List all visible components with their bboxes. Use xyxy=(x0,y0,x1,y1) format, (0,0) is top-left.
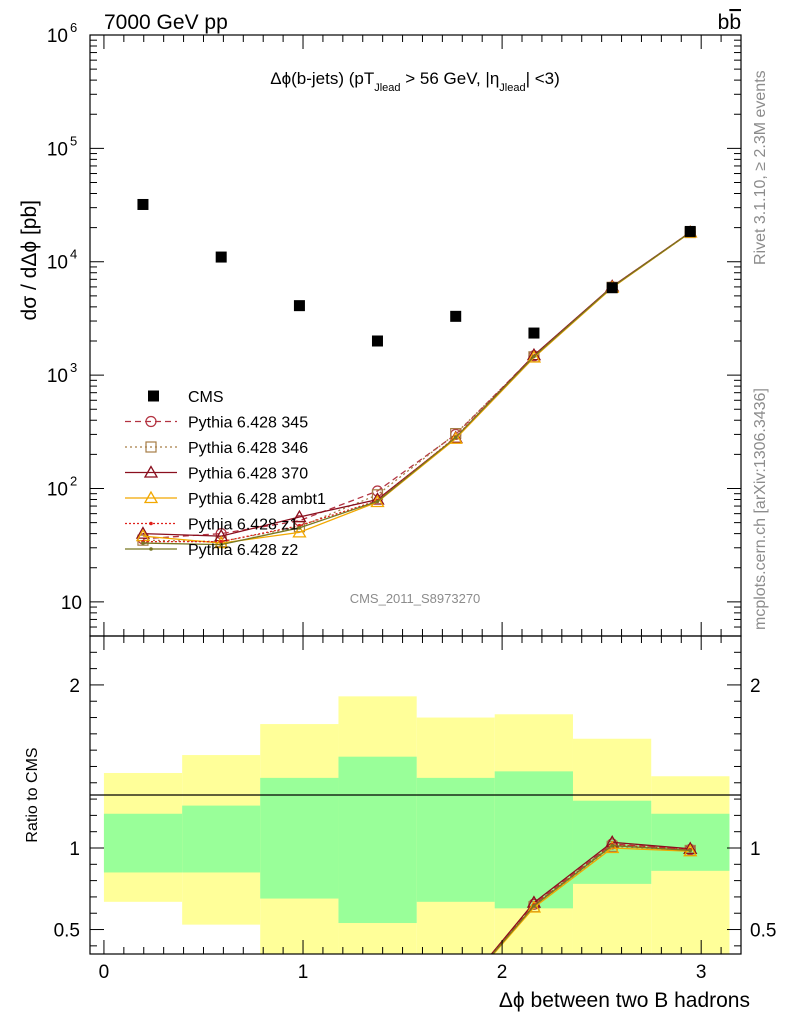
ratio-axis-ticks: 0.5 0.5 1 1 2 2 0 1 2 3 xyxy=(54,636,776,983)
mc-series-marker-5 xyxy=(141,541,145,545)
mc-series-marker-5 xyxy=(297,526,302,530)
cms-data-point xyxy=(293,300,305,312)
y-tick-exponent: 2 xyxy=(70,473,77,488)
mc-series-marker-2 xyxy=(135,526,151,539)
ratio-y-tick-label-right: 0.5 xyxy=(750,921,776,942)
green-band-bin xyxy=(494,771,573,909)
energy-label: 7000 GeV pp xyxy=(104,11,228,34)
ratio-series-group xyxy=(490,834,698,954)
y-tick-label: 10 xyxy=(47,26,68,47)
y-tick-exponent: 5 xyxy=(70,133,77,148)
green-band-bin xyxy=(338,756,417,924)
y-tick-exponent: 3 xyxy=(70,360,77,375)
ratio-series-marker-2 xyxy=(683,841,698,854)
ratio-y-tick-label-right: 2 xyxy=(750,676,761,697)
ratio-series-line-3 xyxy=(492,847,691,954)
ratio-y-tick-label: 1 xyxy=(69,839,80,860)
legend-label-5: Pythia 6.428 z2 xyxy=(188,542,298,559)
ratio-series-marker-5 xyxy=(532,904,536,908)
ratio-y-tick-label: 2 xyxy=(69,676,80,697)
ratio-panel: 0.5 0.5 1 1 2 2 0 1 2 3 Ratio to CMS Δϕ between t… xyxy=(24,635,776,1012)
ratio-ylabel: Ratio to CMS xyxy=(24,747,41,842)
cms-data-point xyxy=(450,310,462,322)
y-tick-label: 10 xyxy=(47,479,68,500)
green-band-bin xyxy=(103,813,183,873)
y-tick-exponent: 6 xyxy=(70,20,77,35)
y-tick-exponent: 4 xyxy=(70,247,77,262)
mcplots-label: mcplots.cern.ch [arXiv:1306.3436] xyxy=(752,388,769,630)
legend-marker-5 xyxy=(149,547,153,551)
legend-marker-1 xyxy=(145,441,157,453)
legend-marker-0 xyxy=(145,415,157,428)
process-label: bb xyxy=(718,11,741,34)
mc-series-marker-5 xyxy=(219,542,223,547)
legend-label-cms: CMS xyxy=(188,389,224,406)
cms-data-point xyxy=(606,282,618,294)
cms-data-point xyxy=(215,251,227,263)
ratio-y-tick-label: 0.5 xyxy=(54,921,80,942)
main-ylabel: dσ / dΔϕ [pb] xyxy=(18,200,41,320)
green-band-bin xyxy=(416,777,495,902)
ratio-series-marker-5 xyxy=(610,843,614,848)
legend-marker-cms xyxy=(148,390,159,402)
mc-series-marker-0 xyxy=(215,528,227,540)
main-title: Δϕ(b-jets) (pTJlead > 56 GeV, |ηJlead| <… xyxy=(270,69,560,94)
x-tick-label: 3 xyxy=(696,962,707,983)
mc-series-marker-3 xyxy=(526,350,542,363)
cms-data-point xyxy=(684,225,696,237)
mc-series-marker-5 xyxy=(453,435,458,440)
y-tick-label: 10 xyxy=(47,366,68,387)
ratio-frame xyxy=(89,635,742,955)
mc-series-marker-2 xyxy=(292,509,307,523)
x-tick-label: 1 xyxy=(298,962,309,983)
legend-marker-3 xyxy=(143,490,159,504)
cms-data-point xyxy=(528,327,540,339)
x-tick-label: 2 xyxy=(497,962,508,983)
green-band-bin xyxy=(260,777,339,899)
legend-label-2: Pythia 6.428 370 xyxy=(188,466,308,483)
cms-data-point xyxy=(371,335,383,347)
mc-series-marker-3 xyxy=(448,431,463,444)
legend-marker-2 xyxy=(143,465,159,478)
ratio-series-line-5 xyxy=(491,844,691,954)
legend-marker-4 xyxy=(149,521,153,526)
analysis-watermark: CMS_2011_S8973270 xyxy=(350,591,481,606)
cms-data-points xyxy=(137,198,696,347)
y-tick-label: 10 xyxy=(61,593,82,614)
ratio-series-marker-5 xyxy=(688,848,693,853)
legend-label-1: Pythia 6.428 346 xyxy=(188,440,308,457)
legend-label-0: Pythia 6.428 345 xyxy=(188,415,308,432)
ratio-series xyxy=(490,834,698,954)
legend: CMS Pythia 6.428 345 Pythia 6.428 346 Pythi… xyxy=(125,389,326,559)
mc-series-marker-3 xyxy=(214,535,229,549)
y-tick-label: 10 xyxy=(47,253,68,274)
cms-data-point xyxy=(137,198,149,210)
ratio-series-line-2 xyxy=(490,841,691,954)
x-tick-label: 0 xyxy=(99,962,110,983)
mc-series-marker-5 xyxy=(375,499,380,504)
rivet-label: Rivet 3.1.10, ≥ 2.3M events xyxy=(752,70,769,265)
uncertainty-bands xyxy=(103,696,730,954)
main-series xyxy=(135,224,698,549)
ratio-series-marker-3 xyxy=(526,900,542,913)
green-band-bin xyxy=(182,805,261,873)
y-tick-label: 10 xyxy=(47,139,68,160)
legend-label-4: Pythia 6.428 z1 xyxy=(188,517,298,534)
mc-series-marker-3 xyxy=(292,525,307,538)
x-axis-label: Δϕ between two B hadrons xyxy=(499,989,750,1012)
mc-series-marker-4 xyxy=(219,539,223,544)
legend-label-3: Pythia 6.428 ambt1 xyxy=(188,491,326,508)
ratio-y-tick-label-right: 1 xyxy=(750,839,761,860)
mc-series-marker-5 xyxy=(532,354,536,359)
mc-series-line-5 xyxy=(142,231,691,546)
mc-series-line-1 xyxy=(142,232,691,543)
